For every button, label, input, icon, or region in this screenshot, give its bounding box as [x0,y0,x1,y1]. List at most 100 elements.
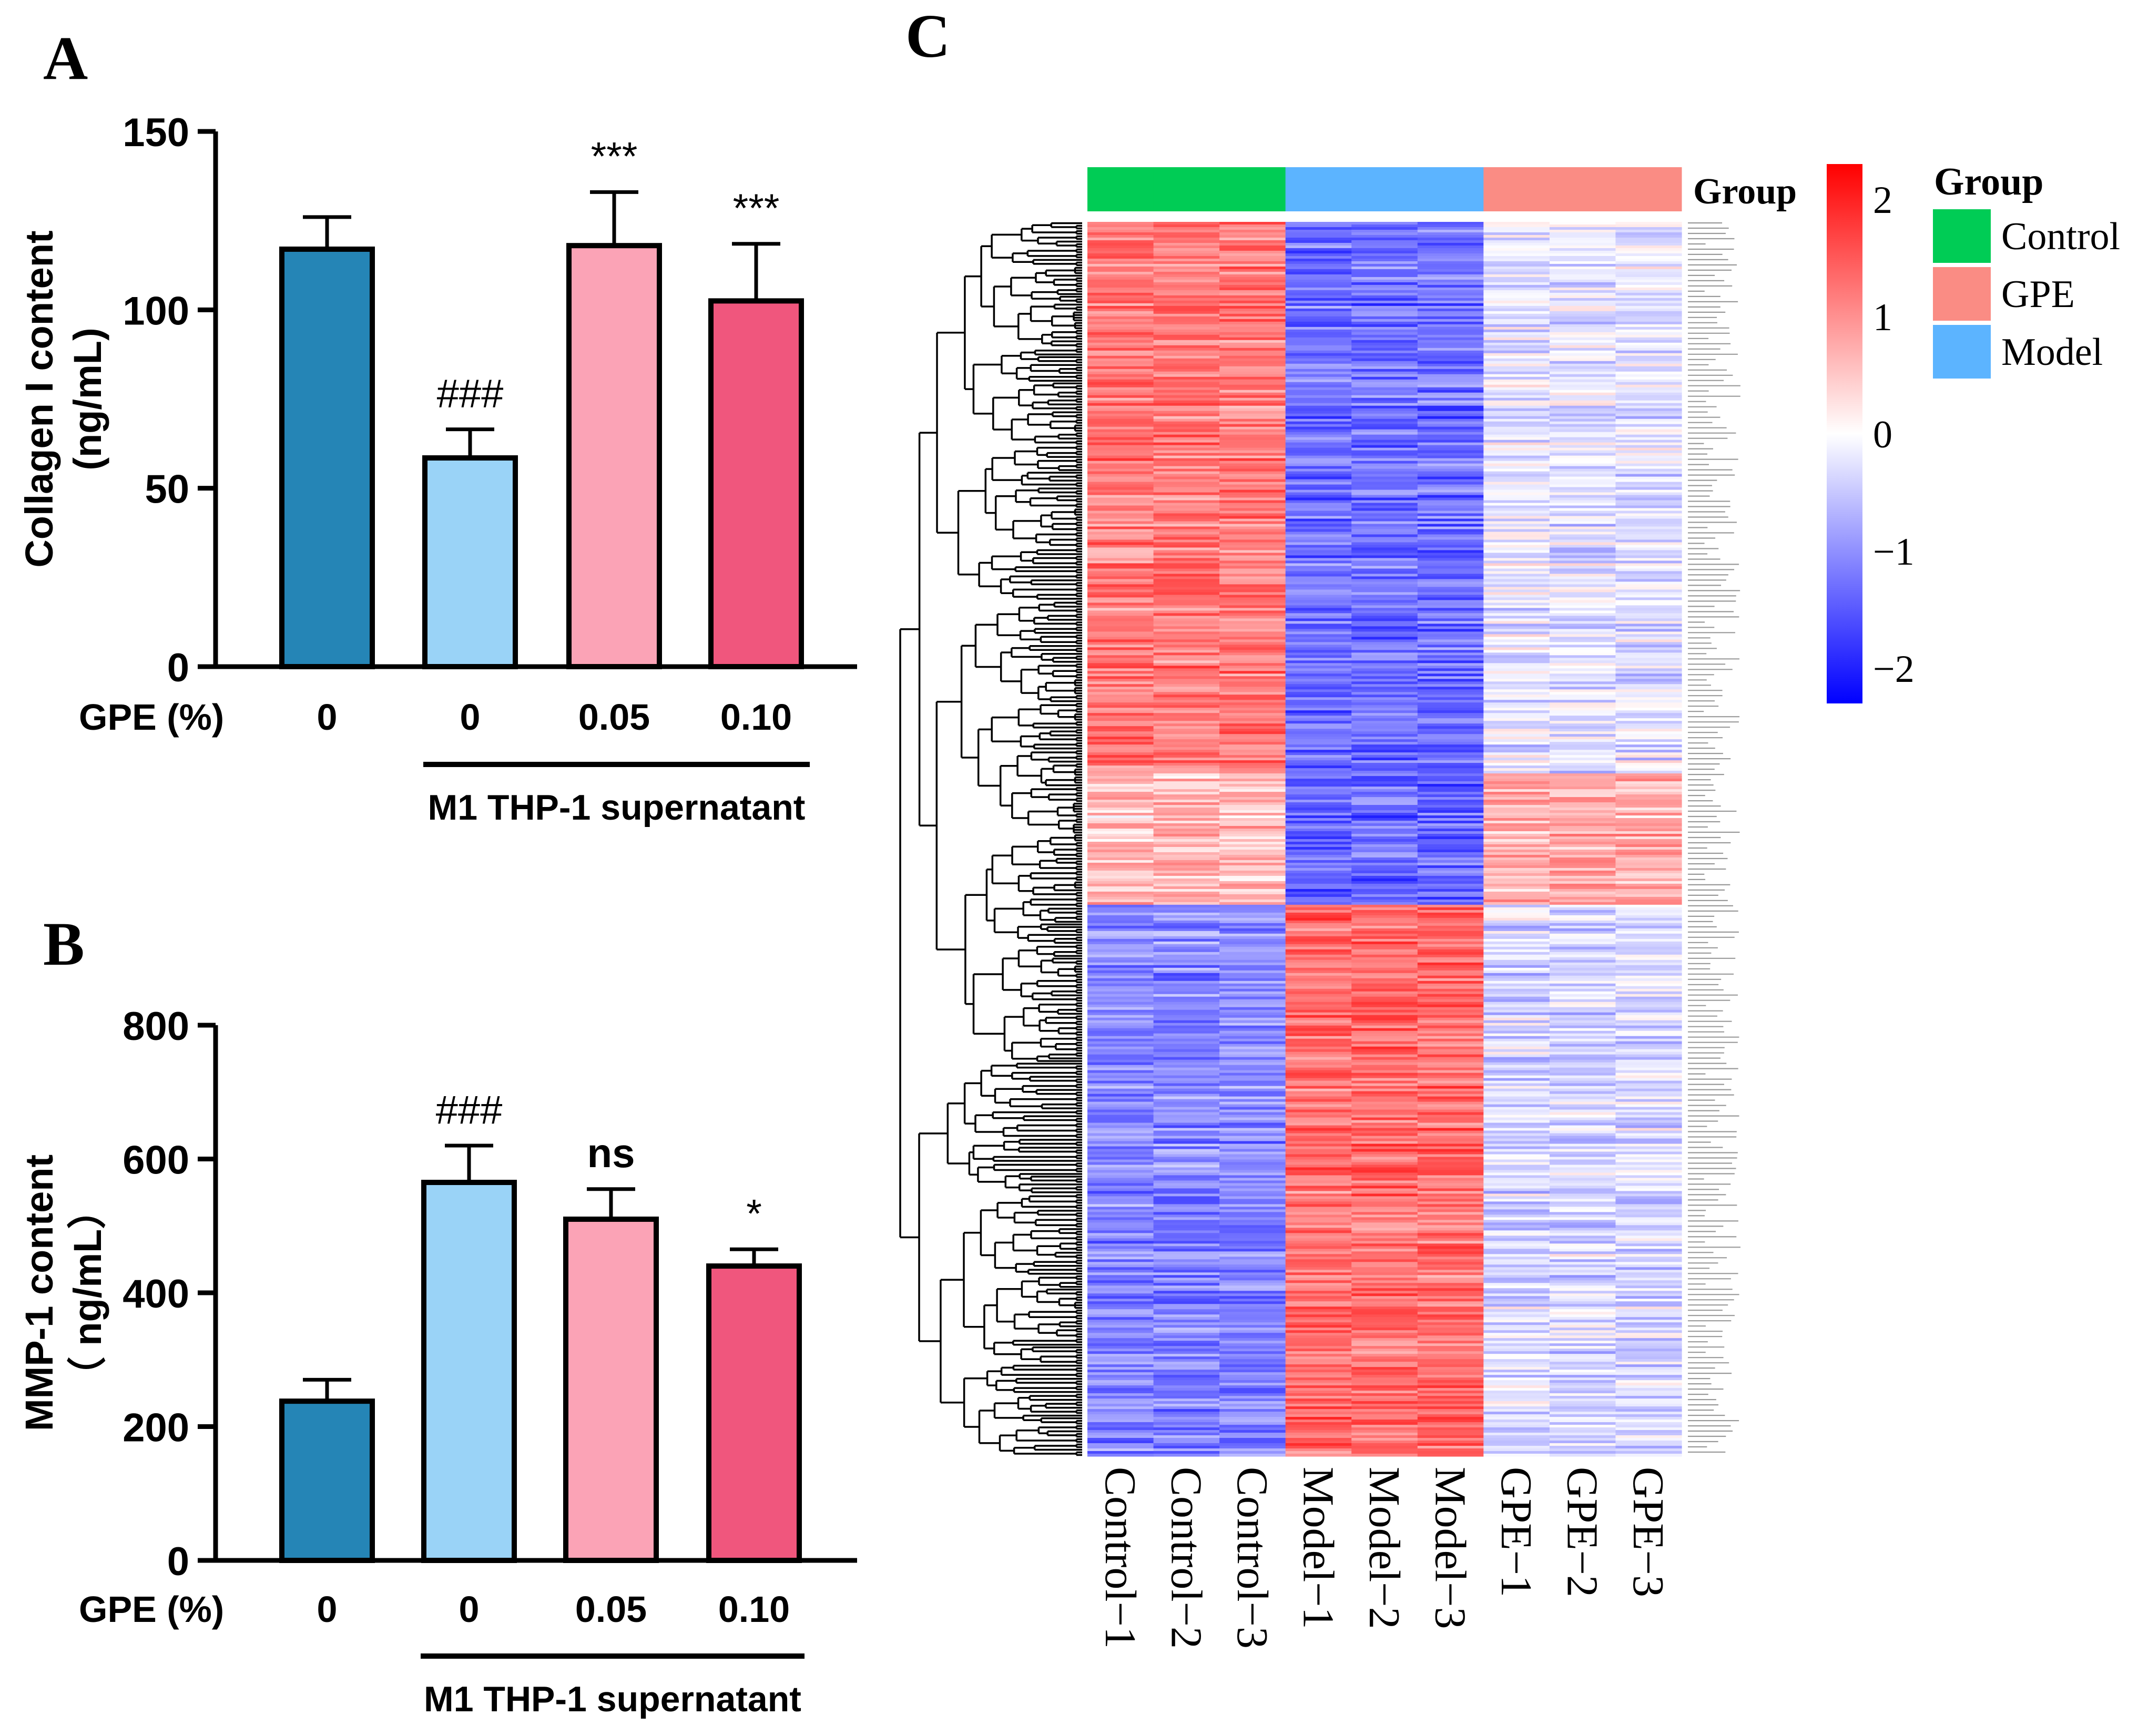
heatmap-cell [1549,353,1616,356]
heatmap-cell [1351,626,1418,629]
heatmap-cell [1549,705,1616,708]
heatmap-cell [1483,1291,1550,1294]
heatmap-cell [1153,765,1220,769]
heatmap-cell [1549,222,1616,225]
heatmap-cell [1483,684,1550,687]
heatmap-cell [1549,962,1616,966]
heatmap-cell [1549,348,1616,351]
heatmap-cell [1153,222,1220,225]
heatmap-cell [1087,1225,1154,1228]
heatmap-cell [1549,936,1616,940]
heatmap-cell [1483,705,1550,708]
heatmap-cell [1615,466,1682,469]
heatmap-cell [1153,1025,1220,1029]
heatmap-cell [1615,284,1682,288]
heatmap-cell [1615,886,1682,890]
heatmap-cell [1219,545,1286,548]
heatmap-cell [1285,959,1352,963]
heatmap-cell [1417,1296,1484,1299]
heatmap-cell [1417,411,1484,414]
heatmap-cell [1153,721,1220,724]
heatmap-cell [1549,1275,1616,1278]
heatmap-cell [1219,319,1286,322]
heatmap-cell [1219,758,1286,761]
heatmap-cell [1483,1133,1550,1137]
heatmap-cell [1351,332,1418,335]
heatmap-cell [1351,376,1418,380]
heatmap-cell [1417,959,1484,963]
heatmap-cell [1417,487,1484,491]
heatmap-cell [1549,1130,1616,1134]
heatmap-cell [1351,340,1418,343]
heatmap-cell [1417,902,1484,905]
heatmap-cell [1153,1293,1220,1296]
heatmap-cell [1417,608,1484,611]
heatmap-cell [1285,1401,1352,1404]
heatmap-cell [1285,416,1352,420]
heatmap-cell [1285,944,1352,947]
heatmap-cell [1549,952,1616,955]
heatmap-cell [1483,1438,1550,1441]
heatmap-cell [1417,1351,1484,1354]
heatmap-cell [1219,440,1286,443]
heatmap-cell [1285,232,1352,236]
heatmap-cell [1219,991,1286,995]
heatmap-cell [1153,1238,1220,1241]
heatmap-cell [1285,529,1352,533]
heatmap-cell [1153,978,1220,982]
heatmap-cell [1417,1385,1484,1388]
heatmap-cell [1615,867,1682,871]
heatmap-cell [1285,482,1352,485]
heatmap-cell [1615,967,1682,971]
heatmap-cell [1087,1267,1154,1270]
heatmap-cell [1153,1448,1220,1452]
heatmap-cell [1615,1146,1682,1150]
heatmap-cell [1087,1067,1154,1071]
heatmap-cell [1153,277,1220,280]
heatmap-cell [1087,1301,1154,1304]
heatmap-cell [1549,779,1616,782]
heatmap-cell [1417,792,1484,795]
heatmap-cell [1615,1251,1682,1254]
heatmap-cell [1483,440,1550,443]
heatmap-cell [1615,445,1682,448]
heatmap-cell [1219,865,1286,869]
heatmap-cell [1615,1451,1682,1454]
heatmap-cell [1153,526,1220,530]
heatmap-cell [1351,282,1418,285]
heatmap-cell [1615,547,1682,551]
heatmap-cell [1285,1233,1352,1236]
heatmap-cell [1285,1130,1352,1134]
heatmap-cell [1483,416,1550,420]
heatmap-cell [1483,495,1550,498]
heatmap-cell [1087,794,1154,798]
heatmap-cell [1549,760,1616,763]
heatmap-cell [1483,1096,1550,1100]
heatmap-cell [1219,529,1286,533]
y-tick-label: 200 [123,1406,189,1451]
heatmap-cell [1549,676,1616,679]
heatmap-cell [1483,329,1550,333]
heatmap-cell [1087,1254,1154,1257]
heatmap-cell [1285,645,1352,648]
heatmap-cell [1285,912,1352,916]
heatmap-cell [1417,616,1484,619]
heatmap-cell [1483,1107,1550,1110]
heatmap-cell [1351,222,1418,225]
heatmap-cell [1285,787,1352,790]
heatmap-cell [1615,1157,1682,1160]
heatmap-cell [1483,237,1550,241]
heatmap-cell [1351,258,1418,262]
heatmap-cell [1417,1196,1484,1200]
heatmap-cell [1087,802,1154,805]
heatmap-cell [1087,471,1154,475]
heatmap-cell [1087,959,1154,963]
heatmap-cell [1615,324,1682,328]
heatmap-cell [1351,676,1418,679]
heatmap-cell [1153,933,1220,937]
heatmap-cell [1285,676,1352,679]
heatmap-cell [1549,881,1616,884]
heatmap-cell [1351,1241,1418,1244]
heatmap-cell [1549,1028,1616,1032]
heatmap-cell [1219,1007,1286,1010]
